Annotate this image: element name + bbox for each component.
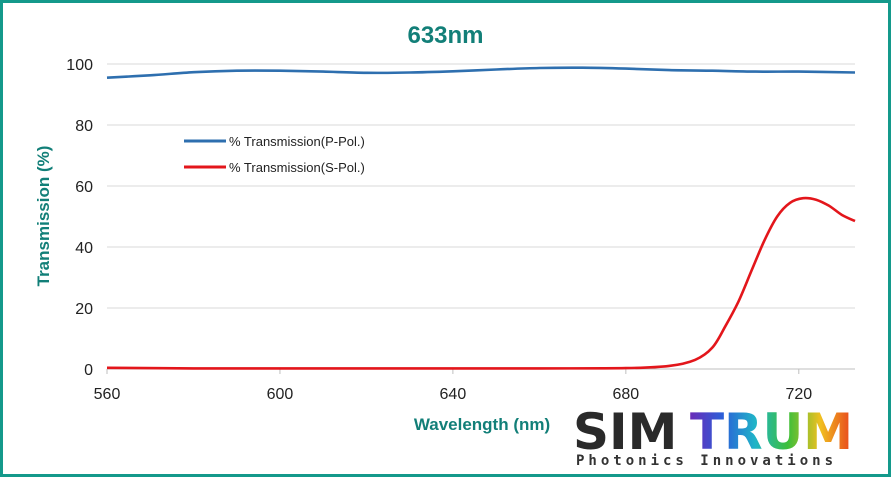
series-lines	[106, 66, 856, 370]
x-tick-label: 640	[440, 386, 467, 403]
y-tick-label: 100	[66, 57, 93, 74]
x-tick-label: 560	[94, 386, 121, 403]
x-tick-label: 680	[612, 386, 639, 403]
chart-title: 633nm	[407, 22, 484, 49]
series-line-s-pol	[106, 196, 856, 370]
x-axis-label: Wavelength (nm)	[414, 415, 550, 434]
y-tick-label: 40	[75, 240, 93, 257]
legend-label-p-pol: % Transmission(P-Pol.)	[229, 134, 365, 149]
y-tick-label: 20	[75, 301, 93, 318]
y-tick-label: 60	[75, 179, 93, 196]
legend: % Transmission(P-Pol.) % Transmission(S-P…	[184, 134, 365, 175]
series-line-p-pol	[106, 66, 856, 79]
logo-brand-dark: SIM	[573, 403, 677, 461]
x-tick-label: 600	[267, 386, 294, 403]
y-tick-label: 80	[75, 118, 93, 135]
gridlines	[107, 63, 855, 309]
axes: 0 20 40 60 80 100 560 600 640 680 720	[66, 57, 855, 403]
legend-label-s-pol: % Transmission(S-Pol.)	[229, 160, 365, 175]
logo-brand-color: TRUM	[690, 403, 853, 461]
y-axis-label: Transmission (%)	[34, 146, 53, 287]
logo-tagline: Photonics Innovations	[576, 453, 837, 469]
y-tick-label: 0	[84, 362, 93, 379]
x-tick-label: 720	[785, 386, 812, 403]
simtrum-logo: SIM TRUM Photonics Innovations	[573, 403, 853, 469]
